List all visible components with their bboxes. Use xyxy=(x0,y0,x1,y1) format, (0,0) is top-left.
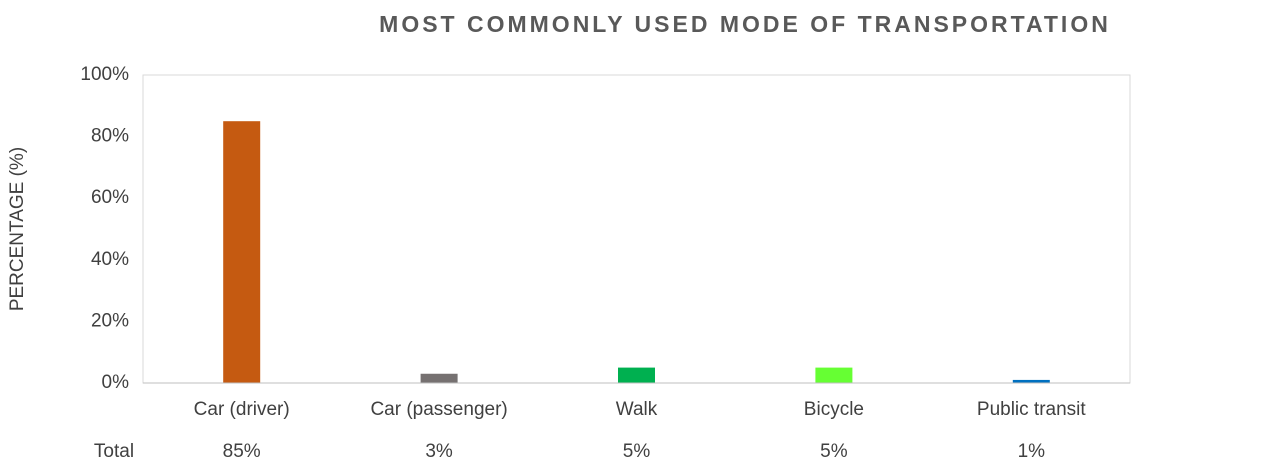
x-tick-label: Car (driver) xyxy=(194,399,290,420)
table-value: 5% xyxy=(623,441,651,462)
table-value: 1% xyxy=(1018,441,1046,462)
plot-area xyxy=(142,74,1131,384)
bar xyxy=(223,121,261,383)
y-tick-label: 100% xyxy=(80,64,129,85)
x-tick-label: Car (passenger) xyxy=(370,399,507,420)
y-tick-label: 80% xyxy=(91,126,129,147)
bar xyxy=(815,367,853,383)
table-value: 3% xyxy=(425,441,453,462)
x-tick-label: Bicycle xyxy=(804,399,864,420)
chart-title: MOST COMMONLY USED MODE OF TRANSPORTATIO… xyxy=(379,11,1111,37)
y-tick-label: 0% xyxy=(102,372,130,393)
bar xyxy=(618,367,655,383)
y-tick-label: 60% xyxy=(91,187,129,208)
bar xyxy=(1012,379,1050,383)
y-axis-label: PERCENTAGE (%) xyxy=(7,147,28,311)
table-row-label: Total xyxy=(94,441,134,462)
x-tick-label: Public transit xyxy=(977,399,1086,420)
y-tick-label: 40% xyxy=(91,249,129,270)
bar xyxy=(420,373,458,383)
table-value: 85% xyxy=(223,441,261,462)
table-value: 5% xyxy=(820,441,848,462)
x-tick-label: Walk xyxy=(616,399,658,420)
y-tick-label: 20% xyxy=(91,310,129,331)
